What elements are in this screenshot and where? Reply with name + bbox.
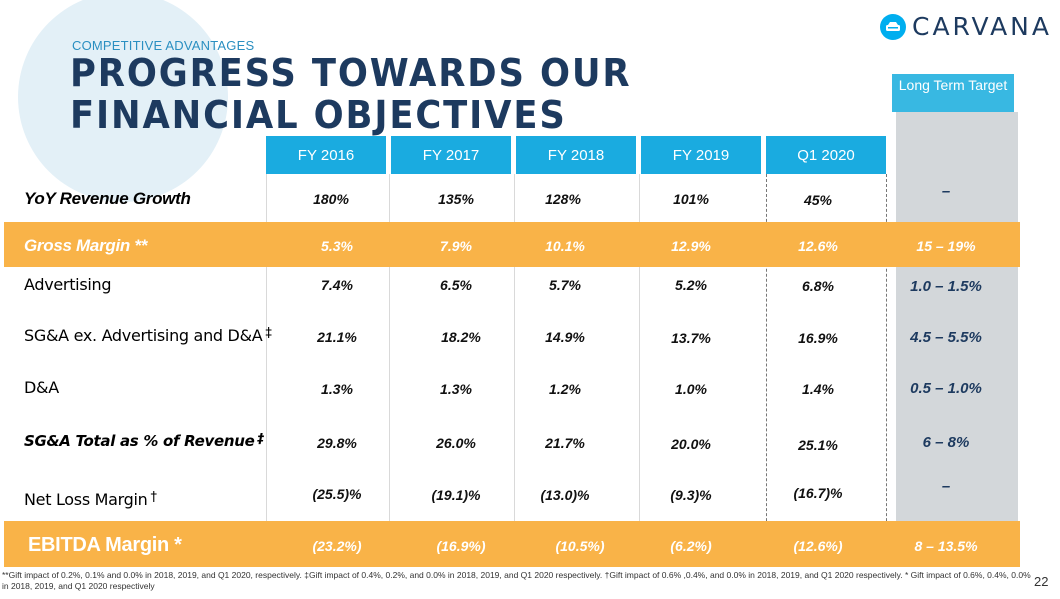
- table-cell: 45%: [803, 192, 833, 208]
- long-term-target-cell: 1.0 – 1.5%: [910, 278, 982, 295]
- row-label-yoy-revenue-growth: YoY Revenue Growth: [24, 189, 191, 208]
- table-cell: (23.2%): [312, 538, 362, 554]
- table-cell: 10.1%: [545, 238, 585, 254]
- long-term-target-cell: –: [941, 478, 951, 495]
- table-cell: 1.3%: [440, 381, 472, 397]
- gross-margin-highlight-band: [4, 222, 1020, 267]
- decorative-circle: [18, 0, 228, 202]
- row-label-advertising: Advertising: [24, 275, 112, 294]
- footnote-symbol: ‡: [257, 432, 265, 447]
- column-header-q12020: Q1 2020: [766, 136, 886, 174]
- q1-column-dashed-border: [766, 174, 767, 566]
- long-term-target-cell: –: [941, 183, 951, 200]
- long-term-target-cell: 15 – 19%: [916, 238, 976, 254]
- table-cell: 16.9%: [798, 330, 838, 346]
- column-divider: [389, 174, 390, 566]
- column-header-fy2016: FY 2016: [266, 136, 386, 174]
- ebitda-margin-highlight-band: [4, 521, 1020, 567]
- row-label-text: SG&A ex. Advertising and D&A: [24, 326, 263, 345]
- table-cell: 5.3%: [321, 238, 353, 254]
- row-label-d-and-a: D&A: [24, 378, 59, 397]
- table-cell: 6.5%: [440, 277, 472, 293]
- table-cell: 7.9%: [440, 238, 472, 254]
- table-cell: 5.7%: [549, 277, 581, 293]
- long-term-column-bg: [896, 112, 1018, 567]
- table-cell: 1.2%: [549, 381, 581, 397]
- table-cell: (16.7)%: [793, 485, 843, 501]
- column-divider: [639, 174, 640, 566]
- table-cell: 180%: [313, 191, 349, 207]
- column-header-fy2017: FY 2017: [391, 136, 511, 174]
- row-label-sga-ex-advertising: SG&A ex. Advertising and D&A ‡: [24, 326, 272, 345]
- car-icon: [880, 13, 906, 40]
- long-term-target-cell: 6 – 8%: [922, 434, 970, 451]
- row-label-text: SG&A Total as % of Revenue: [24, 432, 255, 450]
- section-kicker: COMPETITIVE ADVANTAGES: [72, 38, 255, 53]
- table-cell: (19.1)%: [431, 487, 481, 503]
- table-cell: 101%: [673, 191, 709, 207]
- long-term-target-cell: 0.5 – 1.0%: [910, 380, 982, 397]
- column-header-fy2018: FY 2018: [516, 136, 636, 174]
- column-divider: [514, 174, 515, 566]
- table-cell: 20.0%: [671, 436, 711, 452]
- footnote-symbol: ‡: [265, 326, 272, 341]
- row-label-sga-total: SG&A Total as % of Revenue ‡: [24, 432, 264, 450]
- table-cell: 5.2%: [675, 277, 707, 293]
- table-cell: (10.5%): [555, 538, 605, 554]
- table-cell: 1.4%: [802, 381, 834, 397]
- footnote-symbol: †: [150, 490, 158, 505]
- column-divider: [266, 174, 267, 566]
- table-cell: (16.9%): [436, 538, 486, 554]
- table-cell: 128%: [545, 191, 581, 207]
- table-cell: 26.0%: [436, 435, 476, 451]
- column-header-fy2019: FY 2019: [641, 136, 761, 174]
- table-cell: 1.3%: [321, 381, 353, 397]
- q1-column-dashed-border: [886, 174, 887, 566]
- table-cell: 21.1%: [317, 329, 357, 345]
- table-cell: 135%: [438, 191, 474, 207]
- table-cell: 12.6%: [798, 238, 838, 254]
- table-cell: 1.0%: [675, 381, 707, 397]
- table-cell: (6.2%): [670, 538, 712, 554]
- table-cell: 14.9%: [545, 329, 585, 345]
- long-term-target-cell: 8 – 13.5%: [914, 538, 978, 554]
- table-cell: 13.7%: [671, 330, 711, 346]
- footnote-text: **Gift impact of 0.2%, 0.1% and 0.0% in …: [2, 570, 1031, 591]
- row-label-net-loss-margin: Net Loss Margin †: [24, 490, 157, 509]
- table-cell: 25.1%: [798, 437, 838, 453]
- long-term-target-cell: 4.5 – 5.5%: [910, 329, 982, 346]
- table-cell: 21.7%: [545, 435, 585, 451]
- carvana-logo: CARVANA: [880, 12, 1052, 41]
- table-cell: 29.8%: [317, 435, 357, 451]
- row-label-gross-margin: Gross Margin **: [24, 236, 148, 255]
- table-cell: (9.3)%: [670, 487, 712, 503]
- row-label-ebitda-margin: EBITDA Margin *: [28, 534, 182, 556]
- table-cell: (13.0)%: [540, 487, 590, 503]
- page-title: PROGRESS TOWARDS OUR FINANCIAL OBJECTIVE…: [70, 51, 632, 137]
- table-cell: 18.2%: [441, 329, 481, 345]
- logo-text: CARVANA: [912, 12, 1052, 41]
- long-term-target-header: Long Term Target: [892, 74, 1014, 112]
- table-cell: 12.9%: [671, 238, 711, 254]
- table-cell: (25.5)%: [312, 486, 362, 502]
- table-cell: 7.4%: [321, 277, 353, 293]
- table-cell: 6.8%: [802, 278, 834, 294]
- table-cell: (12.6%): [793, 538, 843, 554]
- page-number: 22: [1034, 574, 1049, 589]
- row-label-text: Net Loss Margin: [24, 490, 148, 509]
